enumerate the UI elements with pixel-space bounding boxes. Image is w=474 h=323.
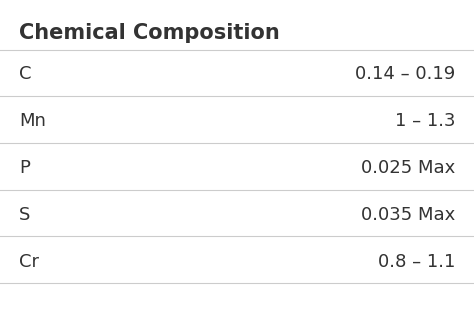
Text: 0.8 – 1.1: 0.8 – 1.1 xyxy=(378,253,455,271)
Text: 0.035 Max: 0.035 Max xyxy=(361,206,455,224)
Text: C: C xyxy=(19,65,31,83)
Text: P: P xyxy=(19,159,30,177)
Text: Cr: Cr xyxy=(19,253,39,271)
Text: Chemical Composition: Chemical Composition xyxy=(19,23,280,43)
Text: 0.025 Max: 0.025 Max xyxy=(361,159,455,177)
Text: Mn: Mn xyxy=(19,112,46,130)
Text: S: S xyxy=(19,206,30,224)
Text: 0.14 – 0.19: 0.14 – 0.19 xyxy=(355,65,455,83)
Text: 1 – 1.3: 1 – 1.3 xyxy=(394,112,455,130)
